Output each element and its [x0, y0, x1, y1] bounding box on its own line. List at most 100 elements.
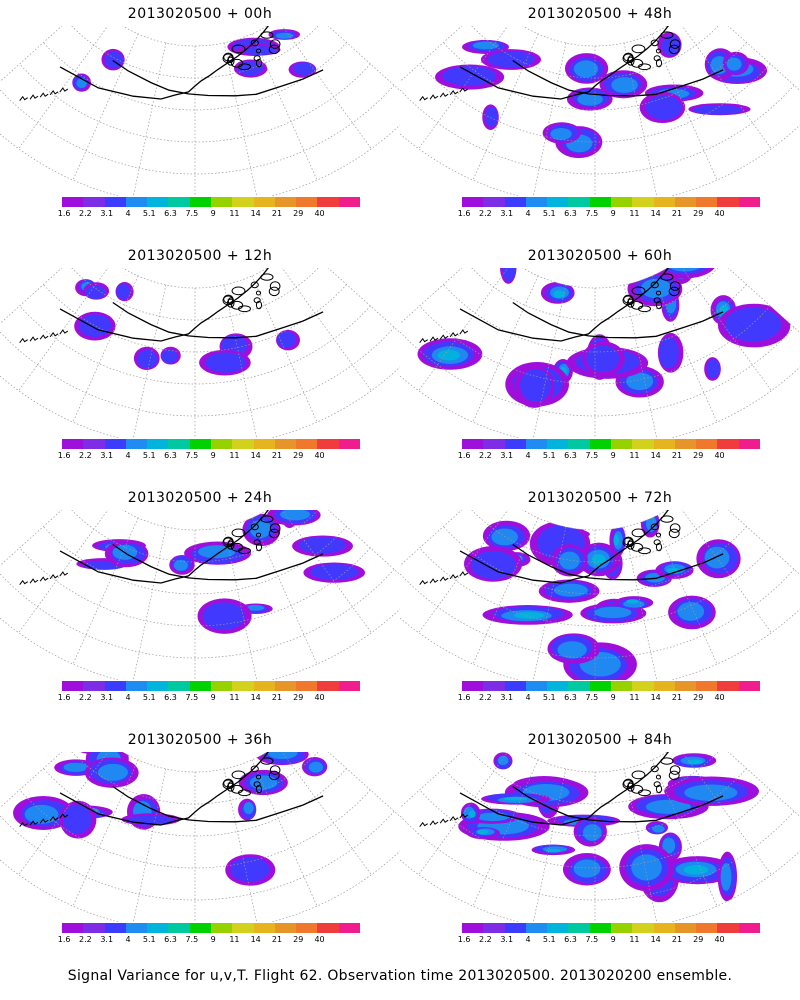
colorbar-swatch: [147, 681, 169, 691]
graticule-line: [623, 526, 657, 680]
coastline: [268, 528, 280, 539]
variance-field: [497, 755, 509, 766]
coastline: [268, 286, 280, 297]
colorbar-ticks: 1.6 2.2 3.1 4 5.1 6.3 7.5 9 11 14 21 29 40: [58, 208, 360, 220]
coastline: [449, 573, 459, 580]
coastline: [669, 765, 681, 775]
graticule-line: [223, 768, 257, 922]
graticule-line: [400, 811, 795, 901]
colorbar-swatch: [483, 923, 505, 933]
coastline: [637, 305, 651, 313]
coastline: [255, 48, 262, 54]
colorbar-swatch: [696, 681, 718, 691]
colorbar-swatch: [738, 197, 760, 207]
variance-field: [706, 359, 720, 378]
colorbar-ticks: 1.6 2.2 3.1 4 5.1 6.3 7.5 9 11 14 21 29 40: [458, 208, 760, 220]
colorbar-swatch: [210, 681, 233, 691]
coastline: [255, 542, 263, 552]
variance-field: [275, 32, 294, 39]
graticule-line: [623, 42, 657, 196]
variance-field: [594, 606, 632, 619]
graticule-line: [418, 752, 509, 875]
colorbar-tick-label: 21: [671, 693, 683, 702]
colorbar-tick-label: 11: [229, 935, 240, 944]
variance-field: [277, 331, 296, 348]
graticule-line: [18, 26, 109, 149]
colorbar-tick-label: 6.3: [164, 935, 177, 944]
variance-field: [726, 57, 742, 71]
map-plot: [400, 510, 800, 680]
colorbar-tick-label: 29: [293, 693, 304, 702]
colorbar: [62, 439, 360, 449]
variance-field: [197, 545, 236, 559]
variance-field: [503, 796, 528, 801]
colorbar-tick-label: 11: [229, 693, 240, 702]
coastline: [29, 94, 39, 100]
colorbar-tick-label: 29: [693, 209, 704, 218]
graticule-line: [223, 526, 257, 680]
colorbar-swatch: [125, 681, 148, 691]
graticule-line: [0, 26, 63, 83]
colorbar-swatch: [210, 439, 233, 449]
graticule-line: [133, 42, 167, 196]
graticule-line: [281, 26, 372, 149]
variance-field: [553, 290, 565, 298]
graticule-line: [400, 569, 795, 659]
colorbar-tick-label: 14: [650, 451, 661, 460]
variance-field: [684, 784, 738, 801]
graticule-line: [251, 275, 318, 423]
graticule-line: [72, 759, 139, 907]
variance-field: [116, 284, 131, 300]
coastline: [268, 44, 280, 55]
colorbar-tick-label: 3.1: [500, 935, 514, 944]
variance-field: [308, 761, 324, 773]
colorbar-tick-label: 3.1: [500, 451, 514, 460]
variance-field: [487, 51, 535, 68]
colorbar-swatch: [696, 923, 718, 933]
graticule-line: [133, 768, 167, 922]
graticule-line: [651, 275, 718, 423]
coastline: [637, 63, 651, 71]
coastline: [260, 515, 274, 523]
colorbar-swatch: [504, 439, 526, 449]
coastline: [255, 532, 262, 538]
colorbar-swatch: [568, 197, 590, 207]
colorbar-tick-label: 9: [610, 451, 616, 460]
variance-field: [62, 804, 92, 835]
graticule-line: [419, 789, 771, 869]
graticule-line: [472, 33, 539, 181]
variance-field: [469, 810, 476, 818]
variance-field: [205, 352, 246, 373]
graticule-line: [400, 85, 795, 175]
colorbar-tick-label: 9: [210, 693, 216, 702]
colorbar-swatch: [232, 681, 254, 691]
coastline: [39, 92, 49, 98]
map-plot: [400, 752, 800, 922]
graticule-line: [727, 510, 800, 576]
map-panel-2: 2013020500 + 12h 1.6 2.2 3.1 4 5.1 6.3 7.5 9 11 14…: [0, 242, 400, 484]
coastline: [255, 58, 263, 68]
colorbar-tick-label: 40: [314, 693, 325, 702]
coastline: [419, 337, 428, 344]
coastline: [512, 59, 724, 97]
coastline: [650, 523, 659, 531]
colorbar-tick-label: 7.5: [185, 693, 199, 702]
variance-field: [611, 77, 638, 93]
graticule-line: [18, 752, 109, 875]
colorbar-tick-label: 40: [714, 935, 725, 944]
coastline: [459, 571, 469, 577]
coastline: [253, 539, 261, 546]
graticule-line: [400, 327, 795, 417]
variance-field: [491, 528, 518, 546]
colorbar-swatch: [189, 439, 211, 449]
colorbar-tick-label: 3.1: [100, 693, 114, 702]
colorbar-tick-label: 21: [271, 209, 283, 218]
colorbar-swatch: [274, 681, 297, 691]
graticule-line: [522, 752, 668, 773]
variance-field: [136, 350, 158, 369]
colorbar-tick-label: 2.2: [479, 451, 492, 460]
colorbar-swatch: [674, 681, 697, 691]
coastline: [655, 532, 662, 538]
coastline: [255, 290, 262, 296]
graticule-line: [0, 850, 400, 922]
